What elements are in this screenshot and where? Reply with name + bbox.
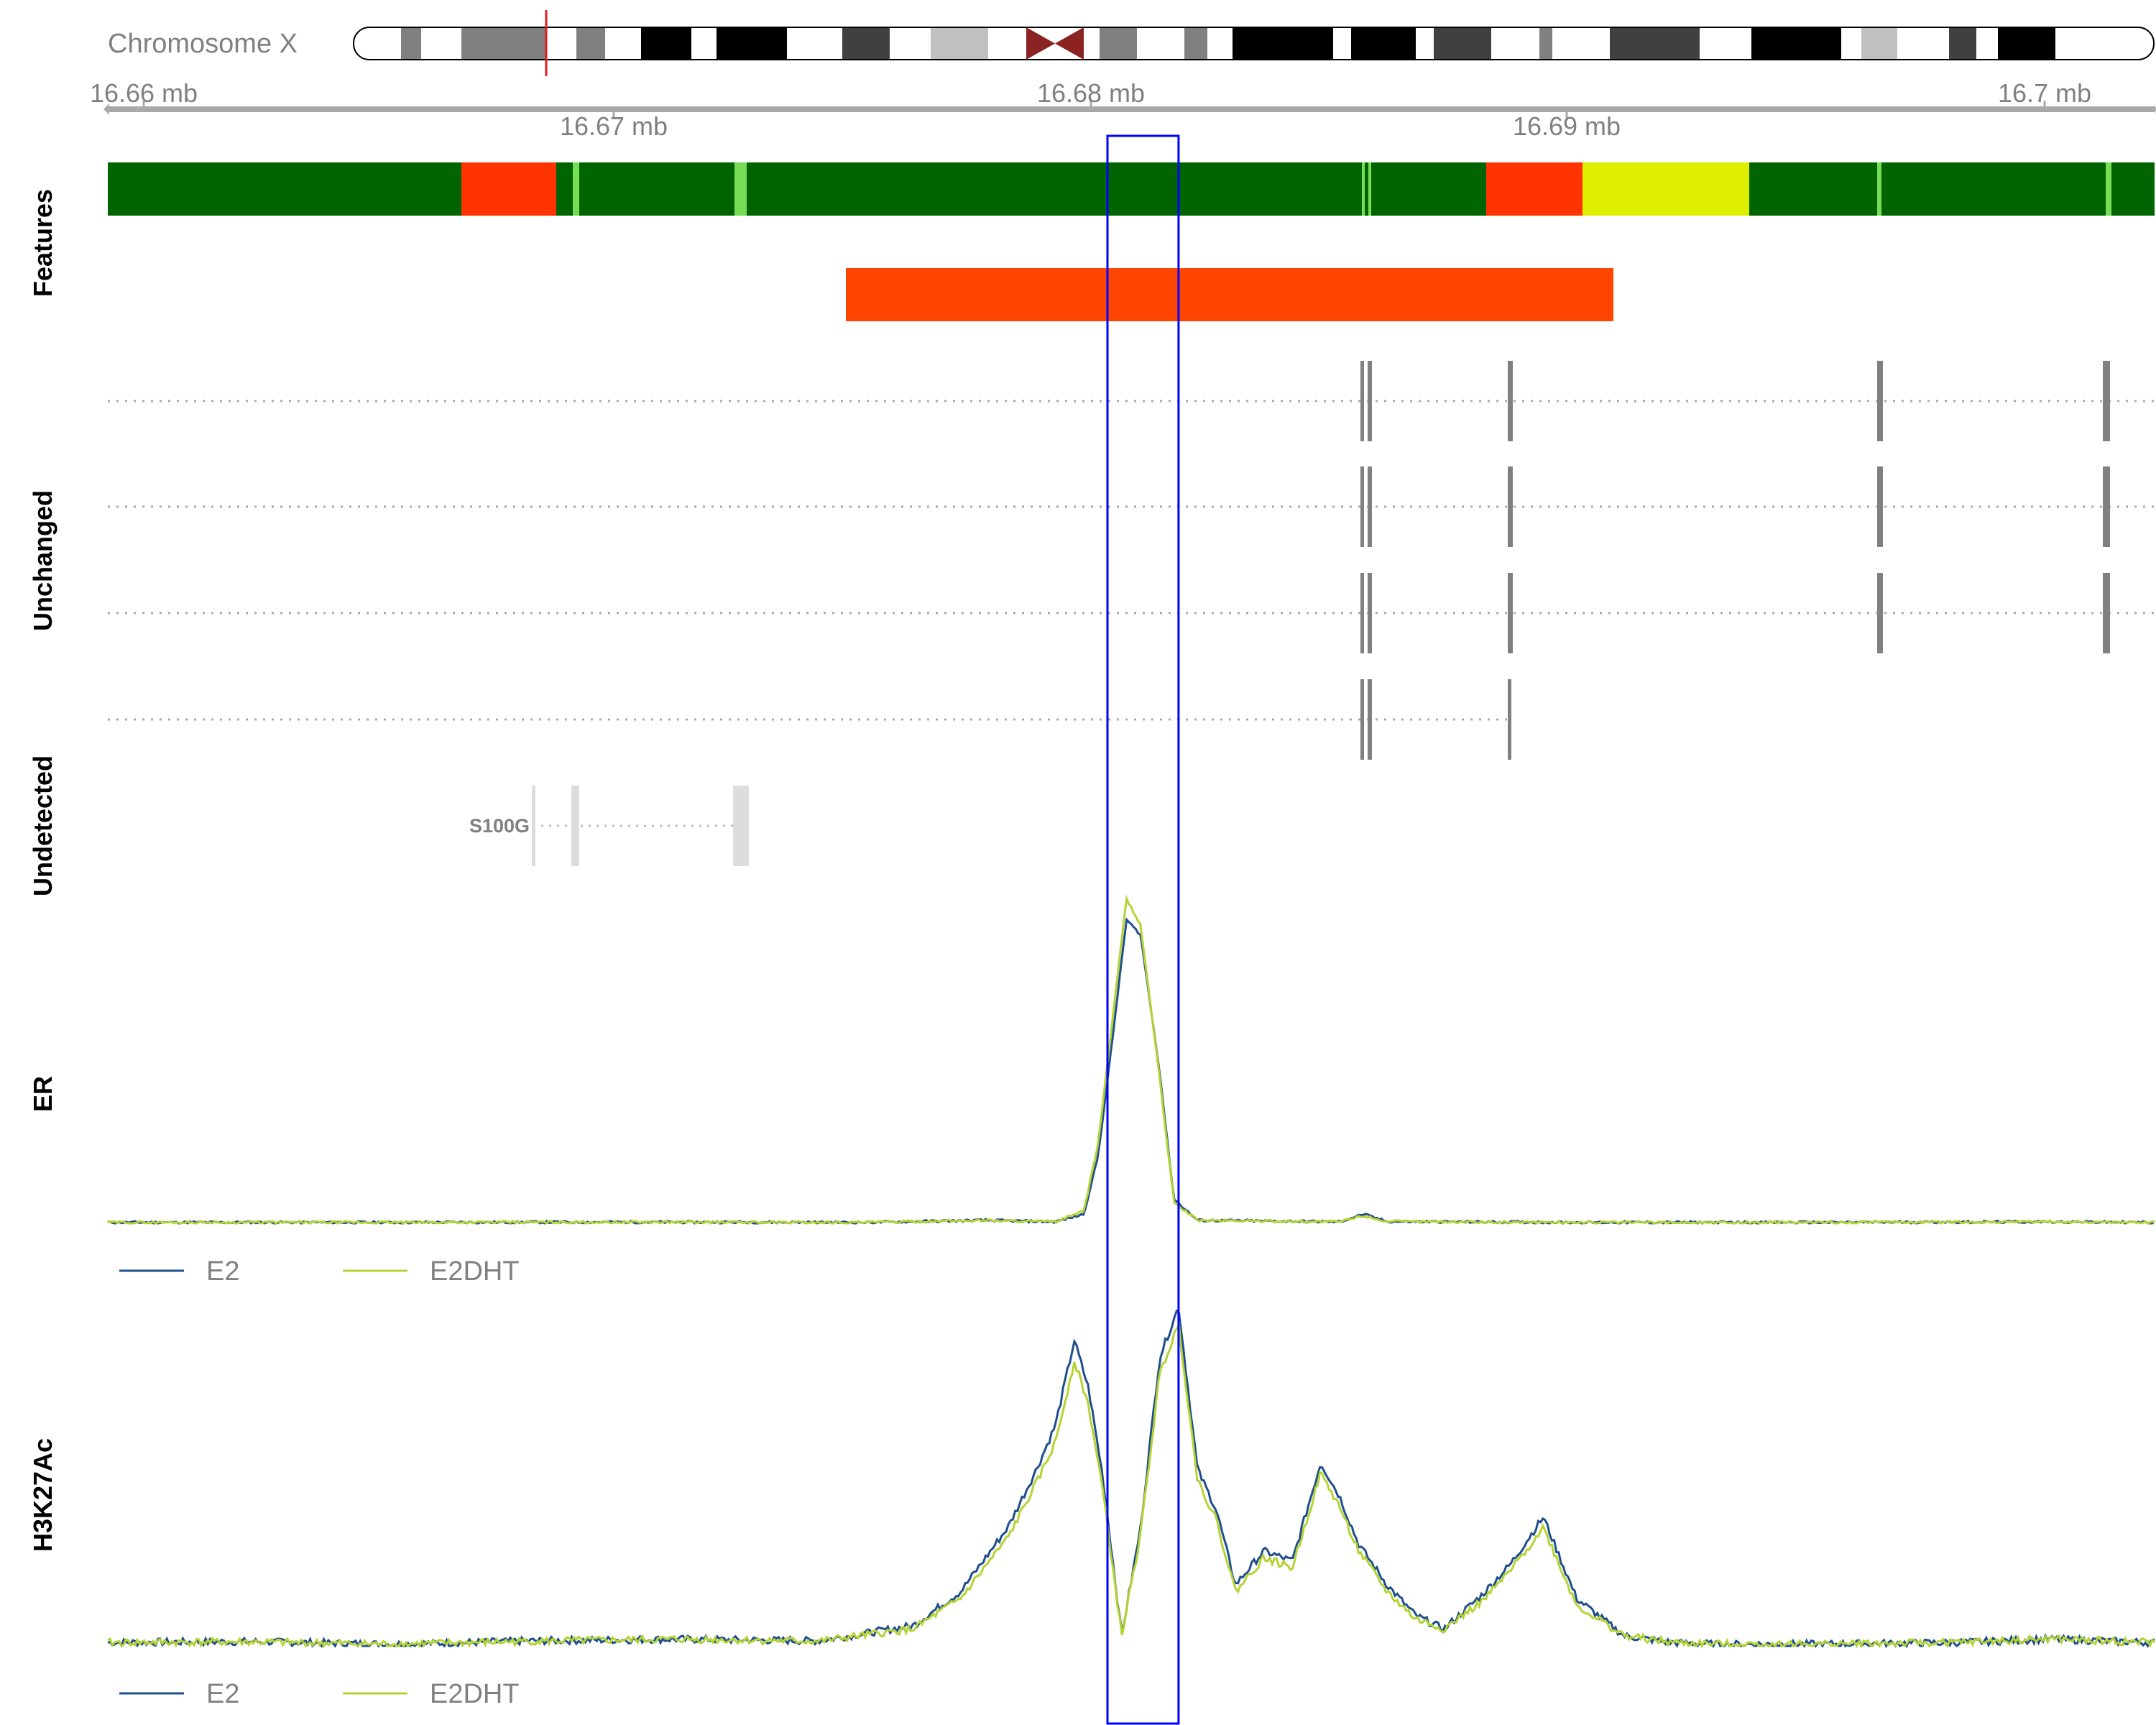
feature-region: [846, 268, 1613, 321]
band: [717, 28, 787, 59]
axis-tick-label: 16.7 mb: [1998, 78, 2091, 108]
band: [576, 28, 605, 59]
er-series-e2-line: [107, 917, 2155, 1225]
exon: [1360, 573, 1364, 653]
er-signal-track: [107, 894, 2155, 1225]
exon: [1877, 466, 1883, 547]
feature-segment: [734, 162, 747, 216]
band: [1949, 28, 1976, 59]
chromosome-ideogram: [353, 10, 2155, 76]
band: [1184, 28, 1207, 59]
feature-segment: [461, 162, 556, 216]
legend-label-e2dht: E2DHT: [430, 1256, 520, 1287]
chromosome-label: Chromosome X: [108, 29, 298, 59]
exon: [532, 786, 535, 866]
feature-segment: [2106, 162, 2111, 216]
exon: [1368, 573, 1372, 653]
track-label-features: Features: [28, 189, 57, 297]
h3k27ac-series-e2dht-line: [107, 1320, 2156, 1649]
highlight-region-box: [1106, 134, 1180, 1725]
band: [1434, 28, 1491, 59]
exon: [1360, 679, 1364, 760]
genome-axis: 16.66 mb 16.68 mb 16.7 mb 16.67 mb 16.69…: [90, 78, 2156, 141]
band: [401, 28, 421, 59]
exon: [1360, 361, 1364, 441]
track-label-er: ER: [28, 1076, 57, 1112]
exon: [1508, 573, 1513, 653]
band: [1610, 28, 1700, 59]
h3k27ac-signal-track: [107, 1309, 2156, 1649]
centromere-left: [1026, 27, 1055, 60]
feature-segment: [1486, 162, 1583, 216]
exon: [2103, 573, 2110, 653]
h3k27ac-series-e2-line: [107, 1309, 2155, 1649]
axis-arrow-right: [2155, 104, 2156, 115]
exon: [1368, 361, 1372, 441]
axis-tick-label: 16.67 mb: [560, 111, 668, 141]
band: [641, 28, 691, 59]
transcript: [108, 573, 2155, 653]
undetected-transcripts-track: S100G: [469, 786, 749, 866]
exon: [2103, 466, 2110, 547]
feature-segment: [1583, 162, 1749, 216]
exon: [1877, 573, 1883, 653]
gene-label: S100G: [469, 815, 530, 837]
band: [842, 28, 890, 59]
exon: [571, 786, 579, 866]
legend-label-e2: E2: [206, 1679, 239, 1709]
band: [1751, 28, 1841, 59]
band: [1233, 28, 1333, 59]
transcript: [108, 679, 1511, 760]
exon: [1508, 679, 1511, 760]
transcript: [108, 466, 2155, 547]
band: [1100, 28, 1137, 59]
band: [1539, 28, 1552, 59]
h3k27ac-legend: E2 E2DHT: [119, 1679, 520, 1709]
exon: [1360, 466, 1364, 547]
band: [931, 28, 988, 59]
track-label-unchanged: Unchanged: [28, 490, 57, 631]
exon: [1877, 361, 1883, 441]
axis-tick-label: 16.69 mb: [1513, 111, 1621, 141]
band: [1351, 28, 1416, 59]
exon: [1508, 466, 1513, 547]
feature-segment: [1368, 162, 1371, 216]
feature-segment: [1877, 162, 1881, 216]
feature-segment: [573, 162, 579, 216]
unchanged-transcripts-track: [108, 361, 2155, 760]
track-label-h3k27ac: H3K27Ac: [28, 1438, 57, 1552]
features-track: [108, 162, 2155, 321]
exon: [1508, 361, 1513, 441]
exon: [1368, 679, 1372, 760]
er-legend: E2 E2DHT: [119, 1256, 520, 1287]
exon: [733, 786, 749, 866]
legend-label-e2dht: E2DHT: [430, 1679, 520, 1709]
transcript: [108, 361, 2155, 441]
legend-label-e2: E2: [206, 1256, 239, 1287]
er-series-e2dht-line: [107, 894, 2155, 1225]
feature-segment: [108, 162, 2155, 216]
axis-tick-label: 16.68 mb: [1037, 78, 1145, 108]
band: [1998, 28, 2055, 59]
exon: [1368, 466, 1372, 547]
track-label-undetected: Undetected: [28, 755, 57, 896]
band: [1861, 28, 1897, 59]
centromere-right: [1055, 27, 1084, 60]
band: [461, 28, 546, 59]
exon: [2103, 361, 2110, 441]
feature-segment: [1362, 162, 1365, 216]
axis-arrow-left: [103, 104, 109, 115]
axis-tick-label: 16.66 mb: [90, 78, 198, 108]
